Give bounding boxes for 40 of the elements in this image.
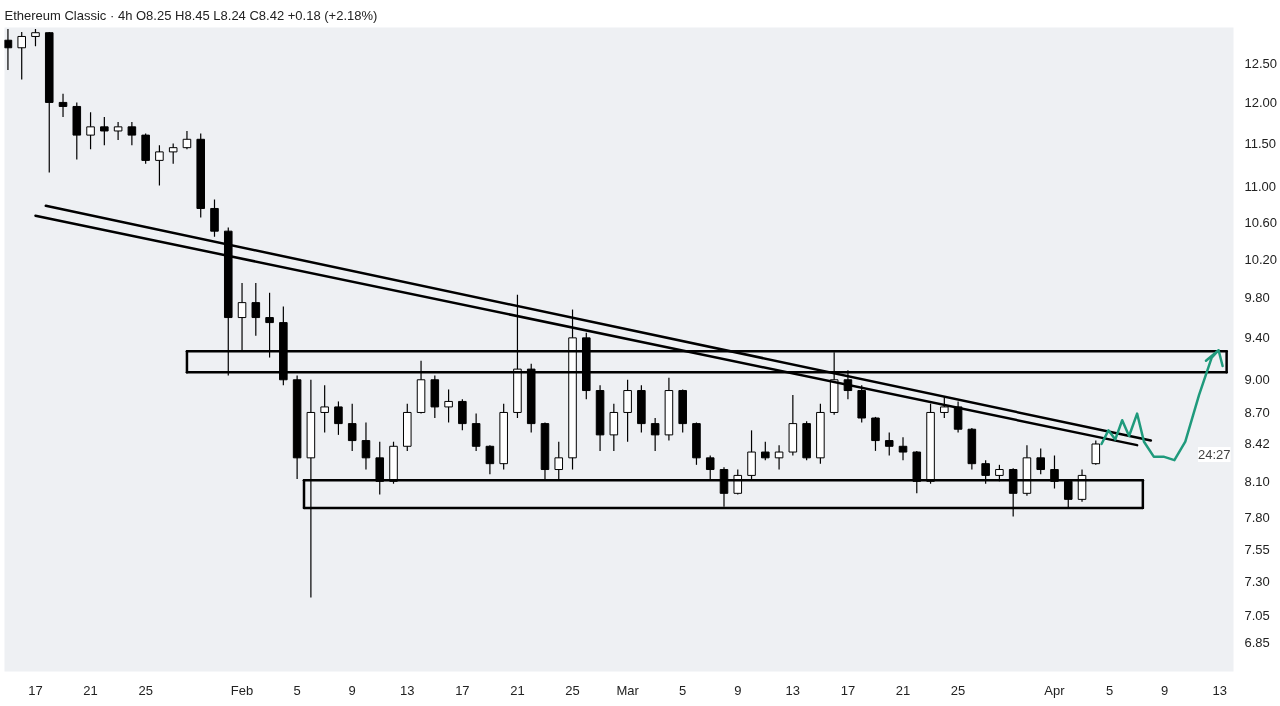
y-tick-label: 12.50: [1244, 55, 1278, 71]
y-tick-label: 9.40: [1244, 330, 1270, 346]
x-tick-label: 25: [138, 682, 153, 698]
y-tick-label: 7.05: [1244, 607, 1270, 623]
x-tick-label: 21: [895, 682, 911, 698]
x-tick-label: Feb: [230, 682, 254, 698]
x-tick-label: 9: [734, 682, 742, 698]
y-tick-label: 7.30: [1244, 574, 1270, 590]
x-tick-label: Mar: [616, 682, 640, 698]
x-tick-label: 5: [1105, 682, 1114, 698]
y-tick-label: 9.00: [1244, 372, 1270, 388]
x-tick-label: 21: [510, 682, 525, 698]
x-tick-label: Apr: [1044, 682, 1066, 698]
x-tick-label: 17: [455, 682, 470, 698]
y-tick-label: 11.00: [1244, 178, 1277, 194]
y-tick-label: 11.50: [1244, 135, 1277, 151]
y-tick-label: 8.70: [1244, 404, 1270, 420]
x-tick-label: 13: [400, 682, 415, 698]
y-tick-label: 7.55: [1244, 541, 1270, 557]
x-tick-label: 25: [565, 682, 580, 698]
chart-title: Ethereum Classic · 4h O8.25 H8.45 L8.24 C8.42 +0.18 (+2.18%): [4, 7, 378, 23]
x-tick-label: 13: [785, 682, 801, 698]
y-tick-label: 12.00: [1244, 94, 1278, 110]
y-tick-label: 10.20: [1244, 251, 1278, 267]
x-tick-label: 9: [1161, 682, 1169, 698]
y-tick-label: 7.80: [1244, 510, 1270, 526]
y-tick-label: 8.42: [1244, 436, 1270, 452]
y-tick-label: 8.10: [1244, 473, 1270, 489]
y-tick-label: 10.60: [1244, 214, 1278, 230]
annotation: 24:27: [1197, 446, 1231, 462]
x-tick-label: 13: [1212, 682, 1227, 698]
x-tick-label: 5: [293, 682, 301, 698]
x-tick-label: 25: [950, 682, 966, 698]
y-tick-label: 6.85: [1244, 635, 1270, 651]
x-tick-label: 21: [83, 682, 98, 698]
x-tick-label: 5: [679, 682, 687, 698]
x-tick-label: 17: [840, 682, 856, 698]
y-tick-label: 9.80: [1244, 290, 1270, 306]
x-tick-label: 9: [348, 682, 356, 698]
x-tick-label: 17: [28, 682, 43, 698]
